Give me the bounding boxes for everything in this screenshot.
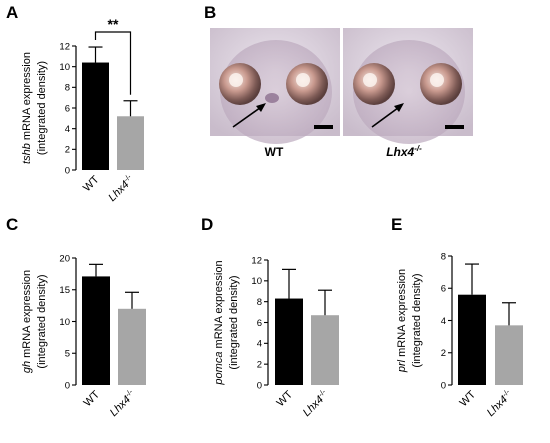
y-tick-label-a-0: 0 [65, 165, 70, 176]
photo-wt [210, 28, 340, 144]
caption-lhx4-base: Lhx4 [386, 145, 414, 159]
y-axis-label-line2-e: (integrated density) [411, 273, 423, 367]
y-axis-label-e: prl mRNA expression [396, 269, 408, 373]
scale-bar-wt [314, 125, 333, 129]
chart-e: 0 2 4 6 8 WT Lhx4-/- prl mRNA expression (integr… [396, 251, 523, 419]
y-tick-label-d-1: 2 [257, 359, 262, 370]
y-tick-label-c-2: 10 [59, 317, 70, 328]
y-axis-label-line2-a: (integrated density) [36, 61, 48, 155]
y-tick-label-e-1: 2 [441, 348, 446, 359]
panel-letter-a: A [6, 3, 18, 22]
x-tick-label-e-1: Lhx4-/- [483, 387, 515, 419]
bar-a-1 [117, 116, 144, 170]
chart-c: 0 5 10 15 20 WT Lhx4-/- gh mRNA expression (inte… [21, 253, 146, 419]
y-tick-label-a-2: 4 [65, 124, 70, 135]
y-axis-label-d: pomca mRNA expression [213, 260, 225, 385]
y-axis-label-a: tshb mRNA expression [21, 52, 33, 164]
significance-label-a: ** [108, 16, 119, 32]
significance-bracket-a [94, 31, 132, 95]
x-tick-label-d-1: Lhx4-/- [299, 387, 331, 419]
y-tick-label-a-1: 2 [65, 145, 70, 156]
panel-letter-c: C [6, 215, 18, 234]
bar-e-1 [495, 325, 523, 385]
y-tick-label-e-3: 6 [441, 284, 446, 295]
chart-a: 0 2 4 6 8 10 12 WT Lhx4-/- tshb mRNA expression (i… [21, 16, 144, 204]
caption-lhx4: Lhx4-/- [386, 144, 422, 159]
pituitary-stain-wt [265, 93, 279, 103]
y-tick-label-d-5: 10 [251, 276, 262, 287]
x-tick-label-d-0: WT [275, 388, 296, 409]
photo-lhx4 [343, 28, 473, 144]
y-tick-label-c-1: 5 [65, 349, 70, 360]
bar-a-0 [82, 62, 109, 170]
y-tick-label-c-3: 15 [59, 285, 70, 296]
y-tick-label-a-5: 10 [59, 62, 70, 73]
y-axis-label-c: gh mRNA expression [21, 270, 33, 373]
panel-letter-e: E [391, 215, 402, 234]
bar-d-0 [275, 298, 303, 385]
panel-letter-d: D [201, 215, 213, 234]
chart-d: 0 2 4 6 8 10 12 WT Lhx4-/- pomca mRNA expression(… [213, 255, 339, 419]
y-tick-label-e-4: 8 [441, 251, 446, 262]
caption-lhx4-sup: -/- [414, 144, 422, 153]
x-tick-label-c-0: WT [82, 388, 103, 409]
x-tick-label-a-1: Lhx4-/- [105, 172, 137, 204]
bar-e-0 [458, 294, 486, 385]
y-tick-label-e-2: 4 [441, 316, 446, 327]
scale-bar-lhx4 [445, 125, 464, 129]
y-tick-label-c-0: 0 [65, 380, 70, 391]
y-tick-label-c-4: 20 [59, 253, 70, 264]
y-axis-label-line2-d: (integrated density) [228, 275, 240, 369]
x-tick-label-c-1: Lhx4-/- [106, 387, 138, 419]
panel-letter-b: B [204, 3, 216, 22]
bar-d-1 [311, 315, 339, 385]
y-tick-label-d-2: 4 [257, 339, 262, 350]
y-tick-label-a-6: 12 [59, 41, 70, 52]
y-tick-label-d-4: 8 [257, 297, 262, 308]
x-tick-label-a-0: WT [81, 173, 102, 194]
bar-c-1 [118, 308, 146, 385]
caption-wt: WT [265, 145, 284, 159]
y-tick-label-d-3: 6 [257, 318, 262, 329]
y-tick-label-a-3: 6 [65, 103, 70, 114]
x-tick-label-e-0: WT [458, 388, 479, 409]
y-tick-label-d-0: 0 [257, 380, 262, 391]
y-tick-label-a-4: 8 [65, 83, 70, 94]
y-axis-label-line2-c: (integrated density) [36, 274, 48, 368]
bar-c-0 [82, 276, 110, 385]
y-tick-label-e-0: 0 [441, 380, 446, 391]
y-tick-label-d-6: 12 [251, 255, 262, 266]
